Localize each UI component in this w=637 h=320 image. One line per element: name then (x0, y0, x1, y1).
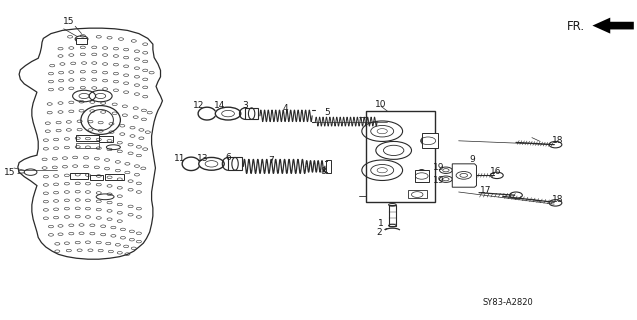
Text: SY83-A2820: SY83-A2820 (483, 298, 534, 307)
Text: 7: 7 (268, 156, 274, 164)
Text: 9: 9 (469, 155, 476, 164)
Text: 15: 15 (63, 17, 75, 26)
Text: 10: 10 (375, 100, 387, 109)
Bar (415, 170, 429, 182)
Text: 12: 12 (193, 101, 204, 110)
Text: 18: 18 (552, 195, 564, 204)
Text: 8: 8 (320, 167, 327, 176)
Bar (76, 135, 99, 141)
Bar (76, 143, 99, 148)
Polygon shape (592, 18, 634, 34)
Bar (245, 108, 258, 119)
Text: 1: 1 (378, 219, 384, 228)
Bar (105, 174, 124, 180)
Bar (228, 157, 242, 170)
Text: 5: 5 (324, 108, 331, 117)
Text: 19: 19 (433, 163, 444, 172)
Text: FR.: FR. (567, 20, 585, 33)
Bar (326, 160, 331, 173)
Text: 6: 6 (225, 153, 231, 162)
Bar (422, 133, 438, 148)
Bar (99, 136, 113, 142)
Text: 18: 18 (552, 136, 564, 145)
Text: 3: 3 (242, 101, 248, 110)
Text: 19: 19 (433, 176, 444, 185)
Text: 16: 16 (490, 167, 501, 176)
Bar (366, 111, 435, 202)
Polygon shape (18, 28, 162, 259)
Bar (76, 38, 87, 44)
Polygon shape (452, 164, 476, 187)
Text: 11: 11 (174, 154, 185, 163)
Bar (70, 173, 88, 179)
Text: 15: 15 (4, 168, 15, 177)
Text: 14: 14 (214, 101, 225, 110)
Bar (90, 175, 103, 180)
Text: 4: 4 (283, 104, 288, 113)
Text: 17: 17 (480, 186, 491, 195)
Text: 13: 13 (197, 154, 208, 163)
Bar (408, 190, 427, 198)
Bar (389, 205, 396, 226)
Text: 2: 2 (377, 228, 382, 237)
